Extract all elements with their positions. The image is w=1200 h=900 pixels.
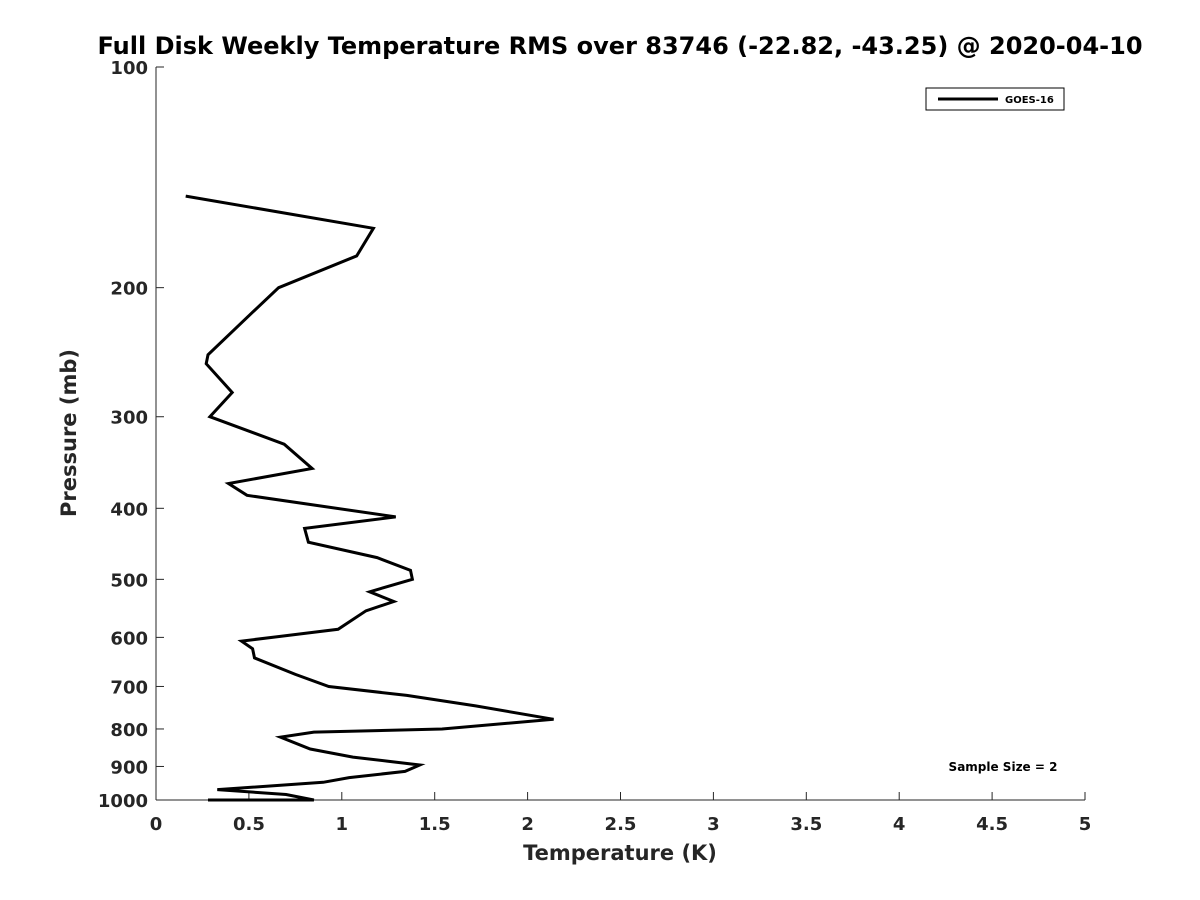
y-tick-label: 600 (110, 628, 148, 649)
x-tick-label: 3.5 (790, 814, 822, 835)
y-tick-label: 400 (110, 499, 148, 520)
x-tick-label: 3 (707, 814, 720, 835)
sample-size-annotation: Sample Size = 2 (949, 760, 1058, 774)
x-tick-label: 0.5 (233, 814, 265, 835)
y-axis-ticks: 100 200 300 400 500 600 700 800 900 1000 (98, 58, 164, 812)
series-layer (185, 194, 554, 802)
y-tick-label: 500 (110, 570, 148, 591)
x-tick-label: 4.5 (976, 814, 1008, 835)
y-axis-label: Pressure (mb) (57, 349, 81, 517)
y-tick-label: 900 (110, 757, 148, 778)
x-tick-label: 2 (521, 814, 534, 835)
x-axis-label: Temperature (K) (523, 841, 717, 865)
chart-title: Full Disk Weekly Temperature RMS over 83… (97, 32, 1142, 60)
x-tick-label: 5 (1079, 814, 1092, 835)
axes (155, 67, 1085, 801)
y-tick-label: 700 (110, 677, 148, 698)
y-tick-label: 800 (110, 720, 148, 741)
x-tick-label: 0 (150, 814, 163, 835)
legend: GOES-16 (925, 87, 1065, 111)
y-tick-label: 100 (110, 58, 148, 79)
y-tick-label: 200 (110, 279, 148, 300)
x-tick-label: 1 (336, 814, 349, 835)
y-tick-label: 1000 (98, 791, 148, 812)
y-tick-label: 300 (110, 408, 148, 429)
x-tick-label: 1.5 (419, 814, 451, 835)
series-line-goes-16 (185, 194, 554, 802)
x-axis-ticks: 0 0.5 1 1.5 2 2.5 3 3.5 4 4.5 5 (150, 792, 1092, 835)
x-tick-label: 4 (893, 814, 906, 835)
legend-label-goes-16: GOES-16 (1005, 95, 1054, 106)
x-tick-label: 2.5 (605, 814, 637, 835)
